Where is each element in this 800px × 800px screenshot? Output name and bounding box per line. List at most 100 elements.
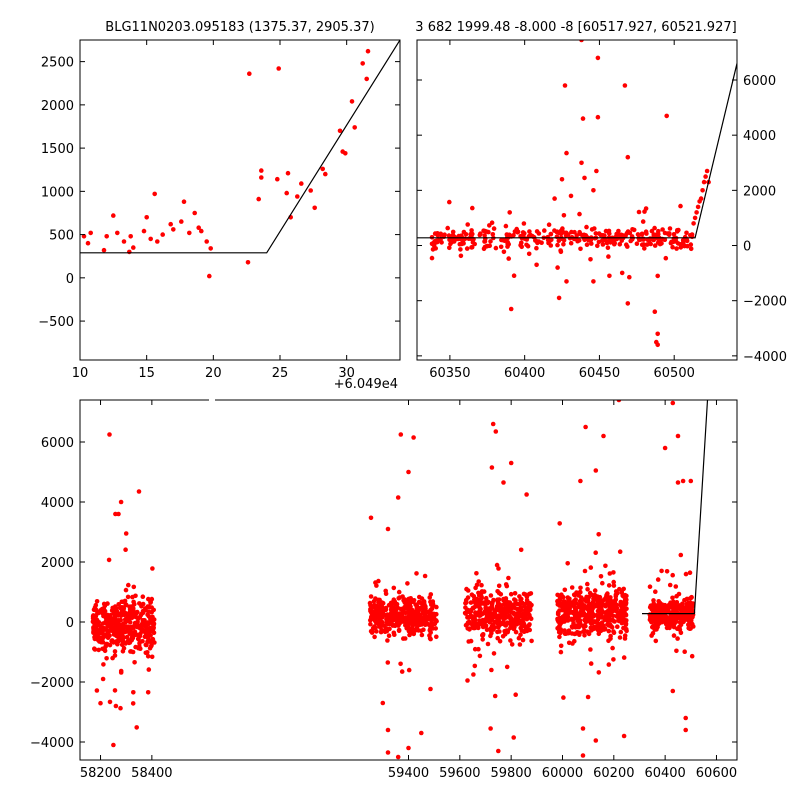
data-point (132, 660, 137, 665)
data-point (149, 643, 154, 649)
data-point (472, 241, 478, 247)
data-point (385, 526, 391, 532)
data-point (672, 621, 677, 626)
data-point (514, 226, 519, 232)
data-point (585, 581, 590, 587)
data-point (474, 571, 479, 576)
data-point (611, 657, 616, 662)
data-point (593, 231, 599, 236)
data-point (482, 244, 488, 250)
data-point (664, 569, 670, 574)
data-point (670, 605, 675, 610)
data-point (565, 561, 570, 566)
data-point (554, 234, 560, 240)
data-point (405, 599, 410, 604)
data-point (144, 625, 149, 630)
data-point (601, 627, 607, 632)
x-tick-label: 60000 (542, 766, 583, 781)
data-point (112, 649, 118, 654)
data-point (406, 667, 412, 673)
data-point (624, 230, 630, 236)
data-point (122, 598, 128, 604)
data-point (409, 607, 415, 613)
y-tick-label: −500 (38, 315, 74, 330)
data-point (639, 242, 645, 247)
data-point (247, 71, 252, 76)
data-point (546, 222, 552, 227)
data-point (611, 629, 616, 634)
data-point (149, 609, 154, 615)
data-point (374, 620, 380, 625)
data-point (566, 640, 572, 646)
data-point (411, 631, 417, 637)
data-point (496, 583, 502, 589)
data-point (392, 632, 397, 637)
data-point (497, 639, 503, 644)
data-point (655, 273, 660, 279)
data-point (617, 635, 623, 640)
data-point (476, 593, 482, 598)
data-point (598, 612, 604, 617)
data-point (683, 727, 688, 733)
data-point (493, 619, 499, 625)
data-point (482, 239, 488, 244)
data-point (434, 238, 440, 244)
data-point (476, 646, 481, 652)
data-point (463, 600, 468, 606)
data-point (123, 547, 128, 552)
data-point (131, 690, 136, 695)
data-point (704, 168, 710, 174)
model-line (80, 40, 400, 254)
data-point (580, 726, 586, 731)
data-point (652, 616, 658, 621)
data-point (502, 632, 508, 637)
data-point (465, 621, 471, 627)
data-point (488, 616, 493, 622)
data-point (506, 575, 511, 581)
data-point (457, 236, 463, 241)
data-point (534, 262, 539, 268)
data-point (615, 624, 620, 629)
data-point (406, 469, 411, 475)
data-point (583, 619, 589, 625)
x-tick-label: 60400 (644, 766, 685, 781)
data-point (678, 630, 684, 636)
data-point (671, 633, 677, 638)
axis-gap (209, 396, 215, 404)
y-tick-label: 0 (743, 240, 751, 255)
data-point (591, 279, 596, 284)
x-tick-label: 58400 (131, 766, 172, 781)
data-point (624, 628, 629, 634)
data-point (649, 228, 655, 234)
data-point (376, 578, 381, 584)
data-point (102, 603, 108, 608)
data-point (494, 604, 500, 609)
data-point (519, 240, 524, 246)
x-tick-label: 60500 (654, 366, 695, 381)
data-point (698, 196, 704, 201)
panel2-title: 3 682 1999.48 -8.000 -8 [60517.927, 6052… (415, 20, 736, 35)
data-point (573, 631, 578, 637)
data-point (682, 243, 687, 248)
data-point (337, 128, 343, 134)
data-point (107, 432, 112, 437)
data-point (594, 168, 599, 174)
data-point (504, 664, 510, 670)
data-point (489, 667, 494, 673)
data-point (383, 627, 388, 632)
panel-1: 10 15 20 25 30 −500 0 500 1000 1500 2000 2500 (38, 39, 401, 381)
data-point (123, 610, 128, 616)
data-point (458, 253, 464, 259)
data-point (504, 583, 510, 589)
data-point (588, 565, 594, 570)
data-point (671, 624, 677, 630)
data-point (578, 599, 584, 605)
data-point (448, 241, 453, 247)
data-point (123, 602, 129, 607)
data-point (489, 465, 495, 470)
data-point (588, 647, 593, 652)
data-point (650, 624, 655, 630)
data-point (596, 532, 601, 537)
data-point (487, 223, 492, 228)
data-point (517, 642, 523, 647)
